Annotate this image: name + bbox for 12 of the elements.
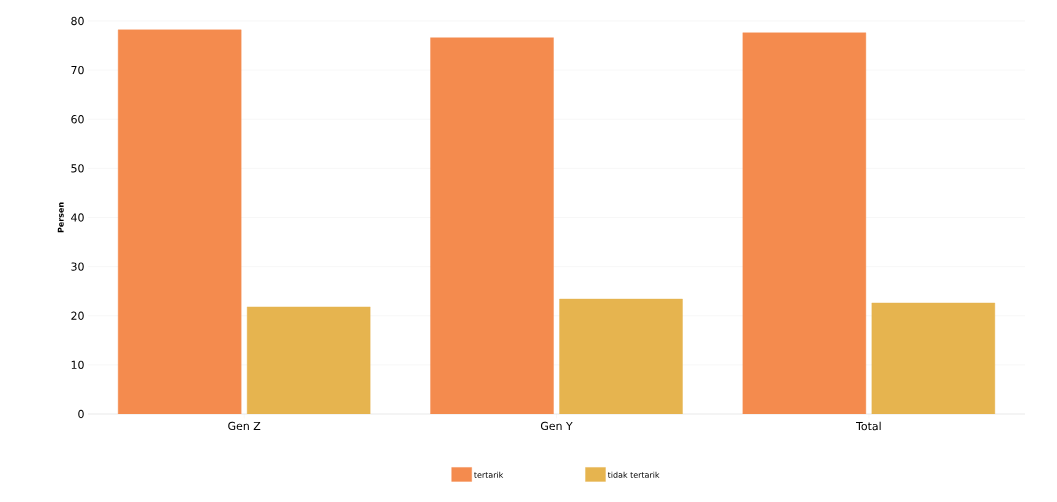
y-tick-label: 0 bbox=[78, 409, 84, 419]
x-tick-label: Gen Y bbox=[540, 421, 573, 431]
y-tick-label: 60 bbox=[71, 115, 84, 124]
y-tick-label: 50 bbox=[71, 164, 84, 173]
x-tick-label: Gen Z bbox=[228, 421, 261, 431]
y-tick-label: 30 bbox=[71, 262, 84, 271]
y-tick-label: 80 bbox=[71, 16, 84, 26]
y-tick-label: 20 bbox=[71, 311, 84, 320]
y-tick-label: 70 bbox=[71, 65, 84, 75]
x-tick-label: Total bbox=[856, 421, 881, 431]
y-tick-label: 10 bbox=[71, 360, 84, 370]
y-tick-label: 40 bbox=[71, 213, 84, 222]
